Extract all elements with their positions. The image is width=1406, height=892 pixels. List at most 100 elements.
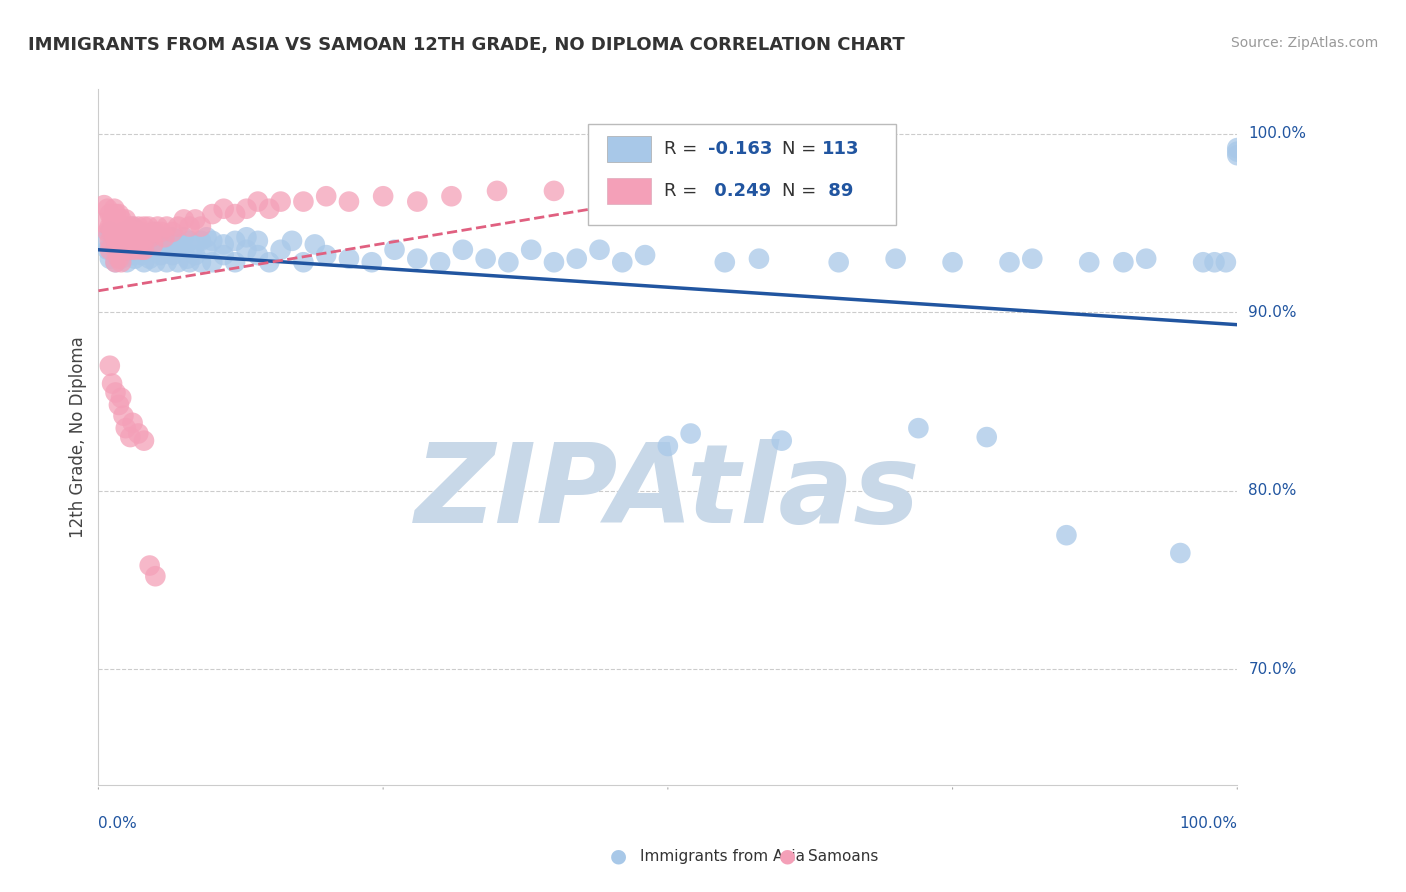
Point bbox=[184, 248, 207, 262]
Point bbox=[112, 225, 135, 239]
Point bbox=[162, 230, 184, 244]
Point bbox=[112, 243, 135, 257]
Point bbox=[127, 243, 149, 257]
Point bbox=[429, 255, 451, 269]
Point bbox=[337, 194, 360, 209]
Point bbox=[124, 225, 146, 239]
Point bbox=[360, 255, 382, 269]
Point bbox=[486, 184, 509, 198]
Point bbox=[184, 237, 207, 252]
Point bbox=[112, 219, 135, 234]
Point bbox=[1078, 255, 1101, 269]
FancyBboxPatch shape bbox=[607, 178, 651, 204]
Point bbox=[173, 230, 195, 244]
Point bbox=[748, 252, 770, 266]
Point bbox=[105, 237, 128, 252]
Point bbox=[156, 234, 179, 248]
Text: Immigrants from Asia: Immigrants from Asia bbox=[640, 849, 804, 863]
Text: N =: N = bbox=[782, 140, 821, 158]
Point bbox=[131, 234, 153, 248]
Point bbox=[281, 234, 304, 248]
Point bbox=[315, 189, 337, 203]
Point bbox=[132, 255, 155, 269]
Point bbox=[93, 234, 115, 248]
Point bbox=[110, 255, 132, 269]
Point bbox=[770, 434, 793, 448]
Point bbox=[104, 207, 127, 221]
Point bbox=[235, 243, 257, 257]
Point bbox=[110, 225, 132, 239]
Point bbox=[179, 219, 201, 234]
Point bbox=[104, 230, 127, 244]
Point bbox=[112, 409, 135, 423]
Text: 89: 89 bbox=[821, 182, 853, 200]
Point bbox=[150, 248, 173, 262]
Point bbox=[138, 252, 160, 266]
Point bbox=[884, 252, 907, 266]
Point bbox=[110, 252, 132, 266]
Point bbox=[104, 230, 127, 244]
Text: ●: ● bbox=[610, 847, 627, 866]
Point bbox=[1135, 252, 1157, 266]
Point bbox=[634, 248, 657, 262]
Point bbox=[150, 225, 173, 239]
Y-axis label: 12th Grade, No Diploma: 12th Grade, No Diploma bbox=[69, 336, 87, 538]
Point bbox=[110, 391, 132, 405]
Point bbox=[201, 234, 224, 248]
Point bbox=[124, 243, 146, 257]
Text: 100.0%: 100.0% bbox=[1180, 815, 1237, 830]
Point bbox=[828, 255, 851, 269]
Point bbox=[259, 202, 281, 216]
Point bbox=[120, 225, 142, 239]
Point bbox=[451, 243, 474, 257]
Point bbox=[498, 255, 520, 269]
Point bbox=[371, 189, 394, 203]
Point bbox=[1112, 255, 1135, 269]
FancyBboxPatch shape bbox=[588, 124, 896, 225]
Point bbox=[142, 225, 165, 239]
Point bbox=[131, 243, 153, 257]
Point bbox=[104, 243, 127, 257]
Point bbox=[96, 202, 118, 216]
Point bbox=[167, 219, 190, 234]
Point bbox=[942, 255, 965, 269]
Point bbox=[270, 243, 292, 257]
Point bbox=[98, 225, 121, 239]
Point bbox=[132, 219, 155, 234]
Point bbox=[135, 243, 157, 257]
Point bbox=[127, 225, 149, 239]
Point bbox=[173, 212, 195, 227]
Point bbox=[235, 230, 257, 244]
Point bbox=[156, 255, 179, 269]
Point bbox=[543, 255, 565, 269]
Point bbox=[246, 194, 269, 209]
Point bbox=[142, 237, 165, 252]
Point bbox=[270, 194, 292, 209]
Point bbox=[201, 255, 224, 269]
Point bbox=[145, 255, 167, 269]
Point bbox=[104, 255, 127, 269]
Point bbox=[588, 177, 610, 191]
Text: 70.0%: 70.0% bbox=[1249, 662, 1296, 676]
Point bbox=[176, 252, 198, 266]
Point bbox=[120, 243, 142, 257]
Point bbox=[120, 243, 142, 257]
Point bbox=[235, 202, 257, 216]
Point bbox=[108, 237, 131, 252]
Text: 100.0%: 100.0% bbox=[1249, 127, 1306, 141]
Point bbox=[212, 248, 235, 262]
Point bbox=[520, 243, 543, 257]
Text: R =: R = bbox=[665, 182, 703, 200]
Text: R =: R = bbox=[665, 140, 703, 158]
Point bbox=[115, 219, 138, 234]
Point bbox=[714, 255, 737, 269]
Point bbox=[1192, 255, 1215, 269]
Text: Source: ZipAtlas.com: Source: ZipAtlas.com bbox=[1230, 36, 1378, 50]
Point bbox=[304, 237, 326, 252]
Point bbox=[124, 252, 146, 266]
Point bbox=[124, 234, 146, 248]
Point bbox=[121, 219, 143, 234]
Text: 0.0%: 0.0% bbox=[98, 815, 138, 830]
Point bbox=[179, 234, 201, 248]
Point bbox=[259, 255, 281, 269]
